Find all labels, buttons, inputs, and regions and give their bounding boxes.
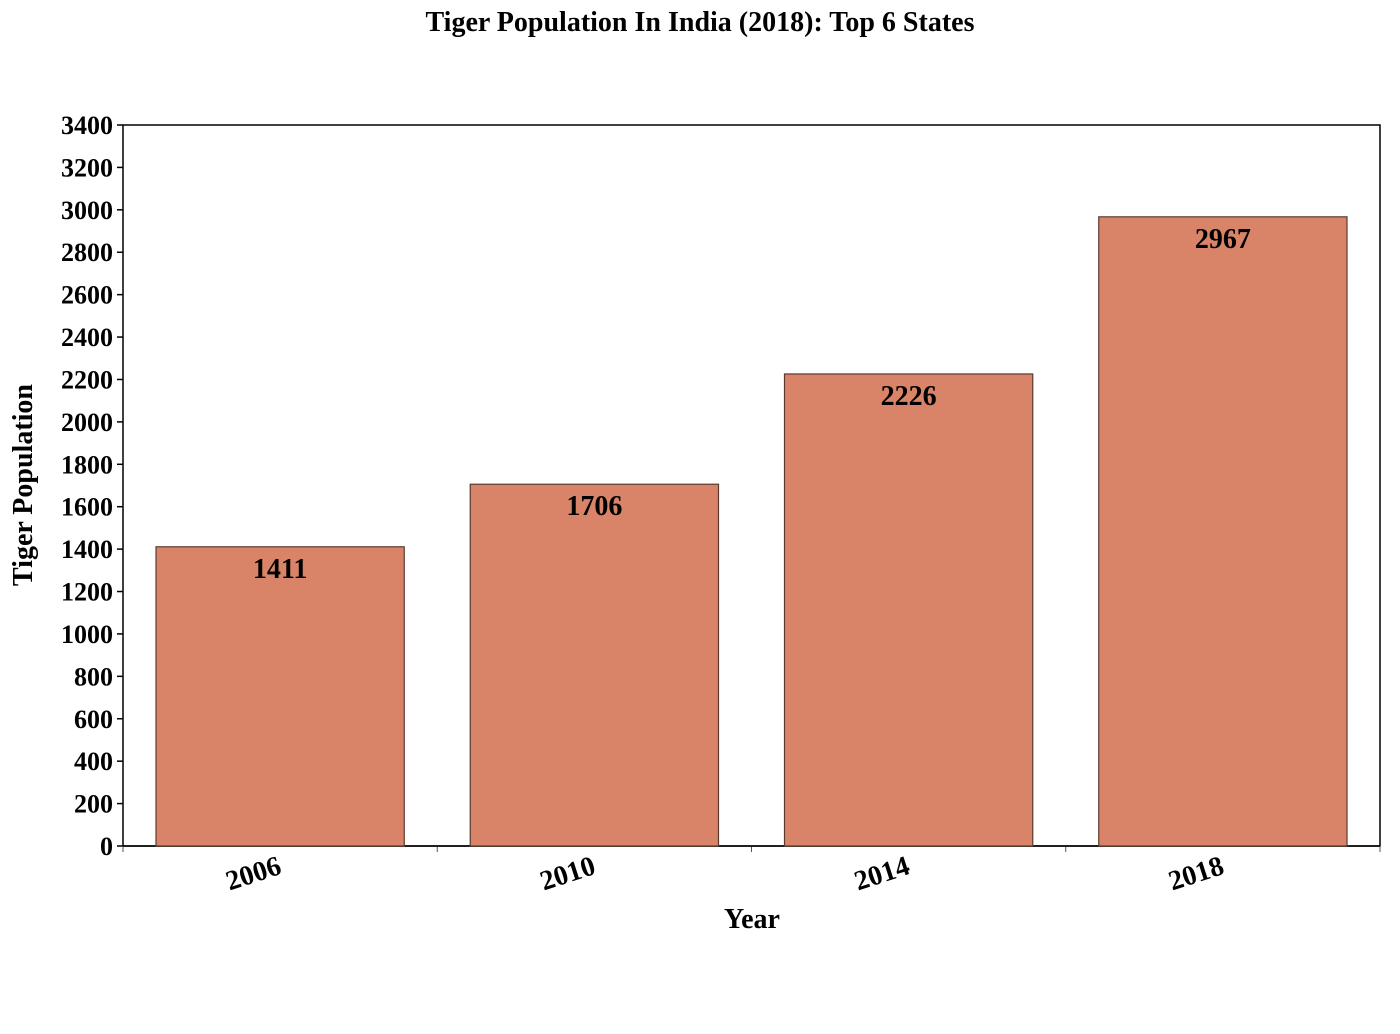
- y-tick-label: 1200: [61, 578, 113, 607]
- x-tick-label-2018: 2018: [1165, 851, 1228, 898]
- y-tick-label: 200: [74, 790, 113, 819]
- y-tick-label: 1000: [61, 620, 113, 649]
- bar-2006: [155, 546, 405, 847]
- chart-title: Tiger Population In India (2018): Top 6 …: [426, 7, 975, 38]
- y-tick-label: 3000: [61, 196, 113, 225]
- y-tick-label: 1600: [61, 493, 113, 522]
- x-tick-label-2006: 2006: [222, 851, 285, 898]
- y-tick-label: 3200: [61, 153, 113, 182]
- y-tick-label: 3400: [61, 111, 113, 140]
- bar-2018: [1098, 216, 1348, 847]
- y-tick-label: 2800: [61, 238, 113, 267]
- x-axis: 2006 2010 2014 2018: [122, 845, 1381, 898]
- bar-2010: [469, 483, 720, 847]
- bar-2014: [783, 373, 1034, 847]
- data-label-2014: 2226: [881, 381, 937, 412]
- y-tick-label: 400: [74, 747, 113, 776]
- y-tick-label: 2400: [61, 323, 113, 352]
- y-axis-title: Tiger Population: [8, 384, 39, 586]
- y-tick-label: 2000: [61, 408, 113, 437]
- data-label-2010: 1706: [566, 491, 622, 522]
- y-tick-label: 0: [100, 832, 113, 861]
- x-tick-label-2010: 2010: [536, 851, 599, 898]
- y-tick-label: 1800: [61, 450, 113, 479]
- x-axis-title: Year: [724, 904, 780, 935]
- y-tick-label: 800: [74, 662, 113, 691]
- y-tick-label: 600: [74, 705, 113, 734]
- bar-series: [155, 216, 1348, 847]
- data-label-2018: 2967: [1195, 224, 1251, 255]
- y-tick-label: 2600: [61, 281, 113, 310]
- y-axis: 0 200 400 600 800 1000 1200 1400 1600 1800 2000 220…: [61, 111, 123, 861]
- data-labels: 1411 1706 2226 2967: [253, 224, 1251, 585]
- y-tick-label: 1400: [61, 535, 113, 564]
- y-tick-label: 2200: [61, 365, 113, 394]
- data-label-2006: 1411: [253, 554, 307, 585]
- x-tick-label-2014: 2014: [851, 851, 914, 898]
